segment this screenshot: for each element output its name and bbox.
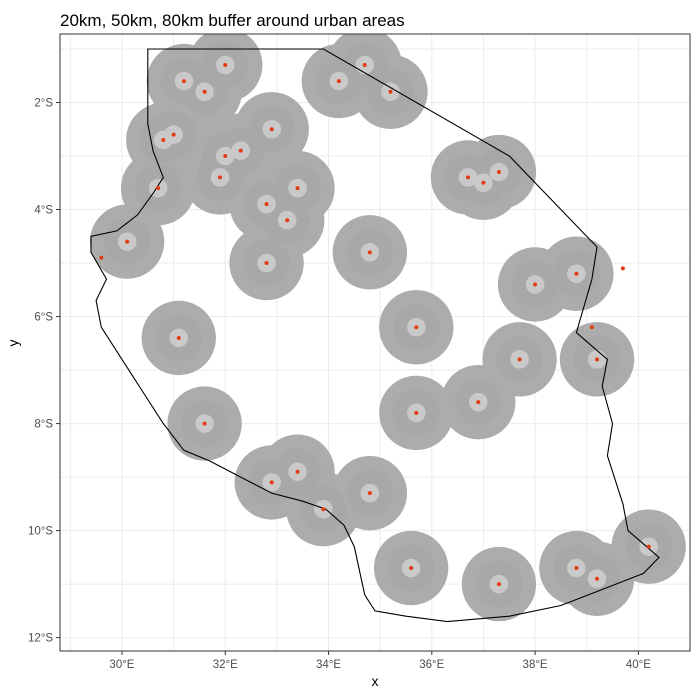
y-tick-label: 6°S <box>34 312 53 324</box>
urban-area <box>125 239 130 244</box>
urban-area <box>409 566 414 571</box>
urban-area <box>295 469 300 474</box>
urban-area <box>321 507 326 512</box>
urban-area <box>202 89 207 94</box>
urban-area <box>362 63 367 68</box>
urban-area <box>156 186 161 191</box>
y-tick-label: 10°S <box>28 526 53 538</box>
urban-area <box>238 148 243 153</box>
urban-area <box>171 132 176 137</box>
urban-area <box>285 218 290 223</box>
urban-area <box>176 335 181 340</box>
urban-area <box>269 127 274 132</box>
urban-area <box>646 544 651 549</box>
y-tick-label: 2°S <box>34 97 53 109</box>
urban-area <box>181 79 186 84</box>
panel-border <box>59 33 691 652</box>
urban-area <box>414 325 419 330</box>
x-tick-label: 36°E <box>419 659 444 671</box>
x-tick-label: 38°E <box>523 659 548 671</box>
urban-area <box>336 79 341 84</box>
x-axis: 30°E 32°E 34°E 36°E 38°E 40°E <box>109 651 651 671</box>
urban-area <box>533 282 538 287</box>
plot-title: 20km, 50km, 80km buffer around urban are… <box>60 11 405 30</box>
urban-area <box>367 250 372 255</box>
x-axis-title: x <box>372 673 379 689</box>
urban-area <box>161 137 166 142</box>
urban-area <box>574 566 579 571</box>
urban-area <box>223 154 228 159</box>
urban-area <box>269 480 274 485</box>
urban-area <box>465 175 470 180</box>
country-boundary <box>90 48 660 623</box>
urban-areas-layer <box>99 63 651 587</box>
urban-area <box>218 175 223 180</box>
urban-area <box>295 186 300 191</box>
y-axis: 2°S 4°S 6°S 8°S 10°S 12°S <box>28 97 60 645</box>
y-axis-title: y <box>5 340 21 347</box>
urban-area <box>388 89 393 94</box>
urban-area <box>496 582 501 587</box>
grid <box>60 34 690 651</box>
urban-area <box>595 576 600 581</box>
y-tick-label: 8°S <box>34 419 53 431</box>
urban-area <box>367 491 372 496</box>
urban-area <box>517 357 522 362</box>
urban-area <box>574 271 579 276</box>
urban-area <box>595 357 600 362</box>
x-tick-label: 34°E <box>316 659 341 671</box>
urban-area <box>223 63 228 68</box>
urban-area <box>99 255 104 260</box>
urban-area <box>620 266 625 271</box>
x-tick-label: 32°E <box>213 659 238 671</box>
y-tick-label: 4°S <box>34 205 53 217</box>
urban-area <box>264 202 269 207</box>
urban-area <box>202 421 207 426</box>
y-tick-label: 12°S <box>28 633 53 645</box>
urban-area <box>264 261 269 266</box>
urban-area <box>589 325 594 330</box>
urban-area <box>481 180 486 185</box>
x-tick-label: 30°E <box>109 659 134 671</box>
urban-area <box>414 410 419 415</box>
urban-area <box>476 400 481 405</box>
x-tick-label: 40°E <box>626 659 651 671</box>
urban-area <box>496 170 501 175</box>
